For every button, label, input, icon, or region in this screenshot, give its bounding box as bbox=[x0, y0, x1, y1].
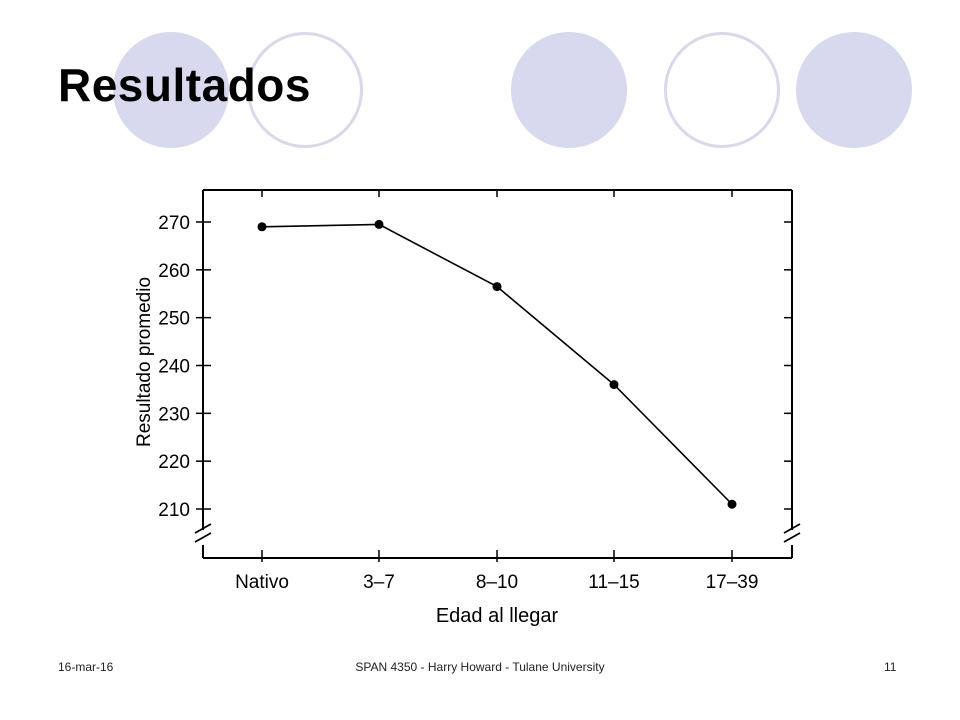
series-line bbox=[261, 223, 733, 505]
data-point bbox=[492, 282, 502, 292]
series-group bbox=[257, 219, 737, 509]
axis-break-left bbox=[194, 523, 212, 543]
footer-date: 16-mar-16 bbox=[58, 660, 114, 674]
page-number: 11 bbox=[884, 660, 897, 674]
chart-frame bbox=[194, 189, 801, 559]
y-axis-label: Resultado promedio bbox=[134, 277, 155, 447]
y-tick-label: 260 bbox=[158, 261, 190, 282]
y-tick-label: 210 bbox=[158, 500, 190, 521]
data-point bbox=[257, 222, 267, 232]
x-axis-ticks: Nativo 3–7 8–10 11–15 17–39 bbox=[235, 190, 758, 593]
data-point bbox=[609, 380, 619, 390]
decor-circle-5 bbox=[796, 32, 912, 148]
footer-title: SPAN 4350 - Harry Howard - Tulane Univer… bbox=[355, 660, 605, 674]
decor-circle-3 bbox=[511, 32, 627, 148]
x-tick-label: 3–7 bbox=[363, 572, 395, 593]
decor-circle-1 bbox=[113, 32, 229, 148]
y-axis-ticks: 210 220 230 240 250 260 270 bbox=[158, 213, 792, 521]
decor-circle-2 bbox=[247, 32, 363, 148]
y-tick-label: 270 bbox=[158, 213, 190, 234]
data-point bbox=[374, 219, 384, 229]
x-tick-label: 8–10 bbox=[476, 572, 518, 593]
x-tick-label: 17–39 bbox=[706, 572, 759, 593]
x-tick-label: Nativo bbox=[235, 572, 289, 593]
decor-circle-4 bbox=[664, 32, 780, 148]
slide-title: Resultados bbox=[58, 59, 311, 111]
x-axis-label: Edad al llegar bbox=[436, 605, 559, 627]
x-tick-label: 11–15 bbox=[588, 572, 639, 593]
y-tick-label: 240 bbox=[158, 357, 190, 378]
y-tick-label: 250 bbox=[158, 309, 190, 330]
data-point bbox=[727, 499, 737, 509]
y-tick-label: 220 bbox=[158, 452, 190, 473]
axis-break-right bbox=[783, 523, 801, 543]
y-tick-label: 230 bbox=[158, 404, 190, 425]
